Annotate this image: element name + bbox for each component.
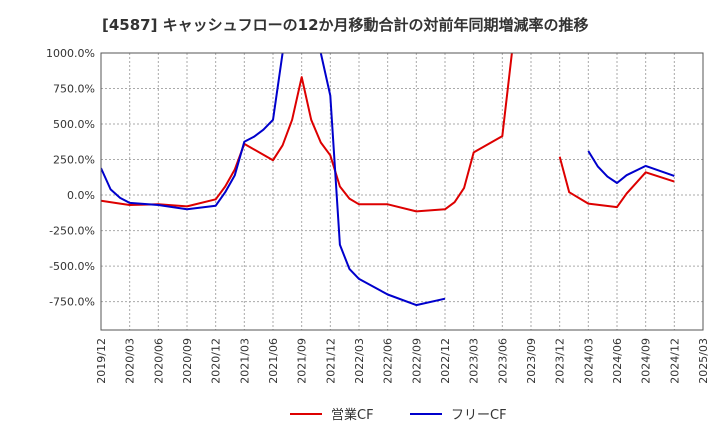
- y-tick-label: 1000.0%: [46, 47, 95, 60]
- x-axis-ticks: 2019/12 2020/03 2020/06 2020/09 2020/12 2021/…: [95, 338, 710, 384]
- y-tick-label: 0.0%: [67, 189, 95, 202]
- y-tick-label: -250.0%: [49, 225, 95, 238]
- series-line-free-cf: [101, 53, 284, 211]
- series-line-operating-cf: [558, 156, 675, 209]
- x-tick-label: 2022/09: [410, 338, 423, 384]
- x-tick-label: 2024/06: [611, 338, 624, 384]
- x-tick-label: 2021/06: [267, 338, 280, 384]
- x-tick-label: 2023/06: [496, 338, 509, 384]
- plot-frame: [100, 52, 704, 331]
- series-line-free-cf: [319, 53, 446, 307]
- x-tick-label: 2021/03: [238, 338, 251, 384]
- x-tick-label: 2020/09: [181, 338, 194, 384]
- x-tick-label: 2022/12: [439, 338, 452, 384]
- x-tick-label: 2021/12: [324, 338, 337, 384]
- series-line-operating-cf: [101, 53, 513, 213]
- x-tick-label: 2020/03: [124, 338, 137, 384]
- x-tick-label: 2024/03: [582, 338, 595, 384]
- y-tick-label: 500.0%: [53, 118, 95, 131]
- legend-label-operating-cf: 営業CF: [331, 407, 374, 423]
- legend-label-free-cf: フリーCF: [451, 408, 507, 423]
- x-tick-label: 2024/09: [640, 338, 653, 384]
- y-tick-label: -750.0%: [49, 296, 95, 309]
- chart-title: [4587] キャッシュフローの12か月移動合計の対前年同期増減率の推移: [102, 16, 589, 34]
- series-group: [101, 53, 675, 307]
- legend: 営業CF フリーCF: [290, 407, 507, 423]
- x-tick-label: 2023/09: [525, 338, 538, 384]
- x-tick-label: 2022/03: [353, 338, 366, 384]
- x-tick-label: 2020/06: [152, 338, 165, 384]
- x-tick-label: 2023/12: [554, 338, 567, 384]
- y-tick-label: 750.0%: [53, 83, 95, 96]
- y-tick-label: -500.0%: [49, 260, 95, 273]
- x-tick-label: 2020/12: [210, 338, 223, 384]
- x-tick-label: 2021/09: [296, 338, 309, 384]
- y-tick-label: 250.0%: [53, 154, 95, 167]
- x-tick-label: 2022/06: [382, 338, 395, 384]
- x-tick-label: 2023/03: [468, 338, 481, 384]
- y-axis-ticks: 1000.0% 750.0% 500.0% 250.0% 0.0% -250.0% -500…: [46, 47, 95, 309]
- series-line-free-cf: [587, 150, 675, 184]
- x-tick-label: 2019/12: [95, 338, 108, 384]
- x-tick-label: 2025/03: [697, 338, 710, 384]
- x-tick-label: 2024/12: [668, 338, 681, 384]
